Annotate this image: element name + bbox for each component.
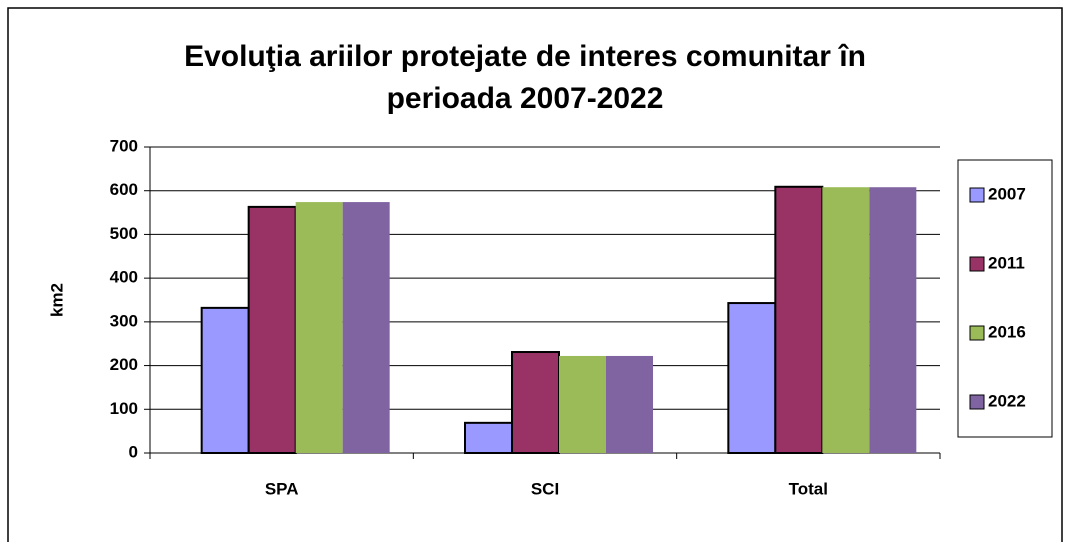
x-tick-label: Total (789, 479, 828, 498)
bar (822, 187, 870, 453)
bar (295, 202, 343, 453)
y-tick-label: 600 (110, 180, 138, 199)
legend-label: 2022 (988, 391, 1026, 410)
legend-label: 2007 (988, 184, 1026, 203)
y-tick-label: 300 (110, 311, 138, 330)
bar (774, 185, 824, 454)
legend-swatch (969, 187, 985, 203)
bar (342, 202, 390, 453)
y-tick-label: 200 (110, 355, 138, 374)
chart-title: perioada 2007-2022 (387, 82, 664, 115)
bar (511, 351, 560, 454)
bar (559, 355, 606, 453)
bar (869, 187, 917, 453)
legend-swatch (969, 325, 985, 341)
x-tick-label: SCI (531, 479, 559, 498)
bar (200, 306, 250, 454)
x-tick-label: SPA (265, 479, 299, 498)
legend-swatch (969, 256, 985, 272)
bar (247, 205, 297, 454)
y-tick-label: 0 (129, 442, 138, 461)
legend-box (957, 159, 1053, 438)
y-tick-label: 700 (110, 136, 138, 155)
y-tick-label: 500 (110, 224, 138, 243)
bar (464, 421, 513, 454)
chart-title: Evoluţia ariilor protejate de interes co… (184, 40, 866, 73)
y-axis-label: km2 (47, 283, 66, 317)
legend-label: 2016 (988, 322, 1026, 341)
legend-label: 2011 (988, 253, 1025, 272)
y-tick-label: 100 (110, 399, 138, 418)
bar (727, 302, 777, 454)
legend-swatch (969, 394, 985, 410)
y-tick-label: 400 (110, 268, 138, 287)
bar (606, 355, 653, 453)
